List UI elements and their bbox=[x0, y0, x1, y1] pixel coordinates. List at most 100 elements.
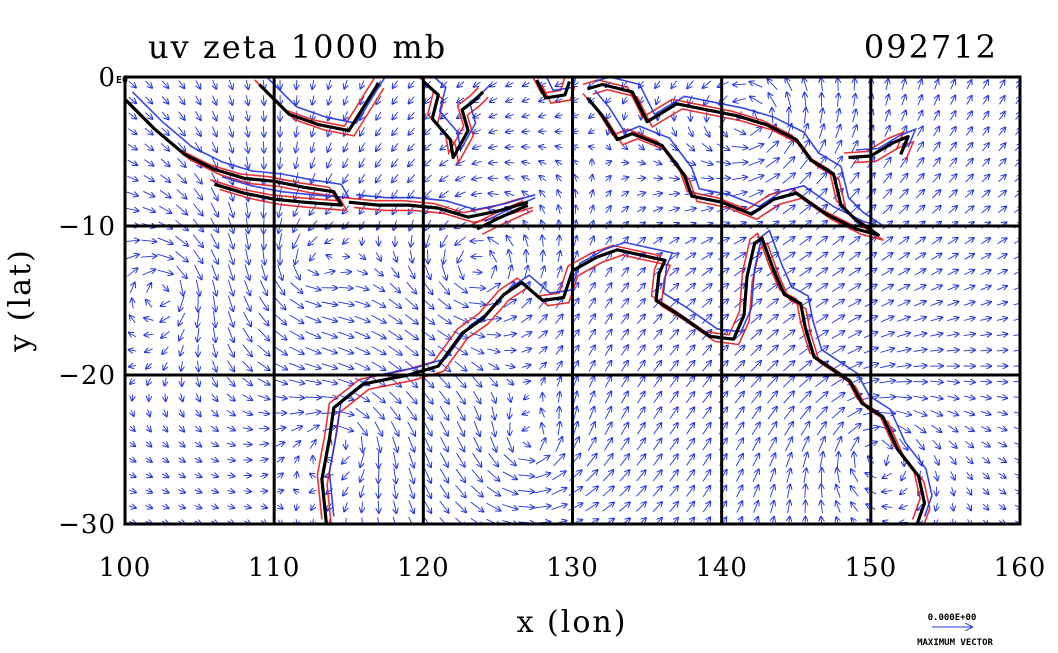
wind-vector bbox=[518, 491, 534, 492]
coastline-new_guinea bbox=[586, 82, 880, 237]
wind-vector bbox=[732, 177, 747, 180]
wind-vector bbox=[718, 346, 728, 356]
wind-vector bbox=[404, 360, 417, 371]
wind-vector bbox=[338, 362, 353, 369]
coastline-sumatra_java bbox=[125, 98, 343, 207]
wind-vector bbox=[590, 236, 594, 246]
wind-vector bbox=[767, 392, 778, 404]
wind-vector bbox=[636, 454, 646, 466]
wind-vector bbox=[947, 334, 959, 336]
wind-vector bbox=[518, 506, 534, 507]
wind-vector bbox=[522, 381, 530, 382]
wind-vector bbox=[195, 95, 201, 105]
vorticity-contour bbox=[356, 193, 536, 211]
wind-vector bbox=[820, 109, 822, 124]
wind-vector bbox=[980, 396, 991, 398]
wind-vector bbox=[854, 452, 856, 468]
wind-vector bbox=[144, 127, 153, 135]
wind-vector bbox=[963, 396, 975, 399]
wind-vector bbox=[915, 206, 925, 214]
wind-vector bbox=[881, 269, 893, 276]
wind-vector bbox=[557, 190, 560, 198]
wind-vector bbox=[982, 143, 989, 152]
wind-vector bbox=[751, 407, 761, 420]
wind-vector bbox=[669, 439, 678, 451]
vector-legend-value: 0.000E+00 bbox=[928, 613, 977, 623]
wind-vector bbox=[426, 234, 430, 247]
wind-vector bbox=[585, 470, 597, 482]
wind-vector bbox=[620, 330, 628, 340]
wind-vector bbox=[799, 173, 811, 185]
wind-vector bbox=[473, 130, 482, 134]
wind-vector bbox=[653, 315, 662, 325]
wind-vector bbox=[305, 363, 320, 369]
wind-vector bbox=[163, 442, 168, 447]
wind-vector bbox=[997, 254, 1007, 260]
wind-vector bbox=[606, 97, 611, 103]
wind-vector bbox=[847, 424, 861, 434]
wind-vector bbox=[750, 82, 763, 88]
wind-vector bbox=[636, 470, 646, 482]
wind-vector bbox=[534, 490, 551, 493]
wind-vector bbox=[701, 253, 713, 261]
wind-vector bbox=[509, 407, 510, 419]
wind-vector bbox=[337, 316, 353, 322]
wind-vector bbox=[604, 361, 611, 372]
wind-vector bbox=[701, 346, 711, 356]
wind-vector bbox=[669, 454, 678, 466]
wind-vector bbox=[669, 376, 678, 388]
wind-vector bbox=[194, 506, 202, 509]
wind-vector bbox=[653, 439, 662, 451]
wind-vector bbox=[162, 458, 168, 462]
wind-vector bbox=[802, 124, 808, 140]
wind-vector bbox=[246, 248, 250, 265]
wind-vector bbox=[936, 502, 938, 511]
wind-vector bbox=[392, 111, 399, 119]
wind-vector bbox=[242, 444, 252, 445]
wind-vector bbox=[178, 126, 185, 135]
wind-vector bbox=[132, 298, 133, 309]
wind-vector bbox=[882, 189, 892, 199]
wind-vector bbox=[930, 381, 943, 382]
wind-vector bbox=[178, 458, 185, 462]
wind-vector bbox=[469, 287, 485, 288]
wind-vector bbox=[229, 126, 232, 136]
wind-vector bbox=[653, 376, 662, 388]
wind-vector bbox=[130, 442, 136, 446]
wind-vector bbox=[226, 393, 235, 401]
wind-vector bbox=[998, 489, 1006, 494]
wind-vector bbox=[782, 330, 794, 340]
wind-vector bbox=[947, 302, 958, 306]
wind-vector bbox=[653, 407, 662, 419]
wind-vector bbox=[637, 376, 645, 388]
wind-vector bbox=[766, 315, 778, 324]
wind-vector bbox=[815, 253, 827, 261]
wind-vector bbox=[354, 331, 370, 338]
wind-vector bbox=[226, 410, 235, 416]
wind-vector bbox=[535, 456, 550, 465]
wind-vector bbox=[899, 190, 908, 199]
wind-vector bbox=[455, 484, 466, 497]
wind-vector bbox=[323, 271, 335, 274]
wind-vector bbox=[981, 456, 989, 463]
wind-vector bbox=[257, 395, 269, 399]
wind-vector bbox=[897, 301, 910, 307]
wind-vector bbox=[898, 237, 909, 245]
wind-vector bbox=[161, 284, 168, 291]
wind-vector bbox=[898, 253, 909, 261]
wind-vector bbox=[981, 191, 990, 198]
wind-vector bbox=[354, 300, 369, 306]
wind-vector bbox=[523, 191, 531, 197]
wind-vector bbox=[263, 95, 264, 105]
wind-vector bbox=[405, 391, 417, 403]
wind-vector bbox=[980, 254, 990, 260]
wind-vector bbox=[424, 159, 432, 166]
wind-vector bbox=[288, 379, 305, 384]
wind-vector bbox=[360, 469, 365, 481]
wind-vector bbox=[782, 173, 795, 184]
wind-vector bbox=[338, 287, 353, 288]
wind-vector bbox=[227, 311, 233, 327]
wind-vector bbox=[296, 503, 297, 510]
wind-vector bbox=[963, 334, 975, 336]
wind-vector bbox=[750, 97, 763, 105]
